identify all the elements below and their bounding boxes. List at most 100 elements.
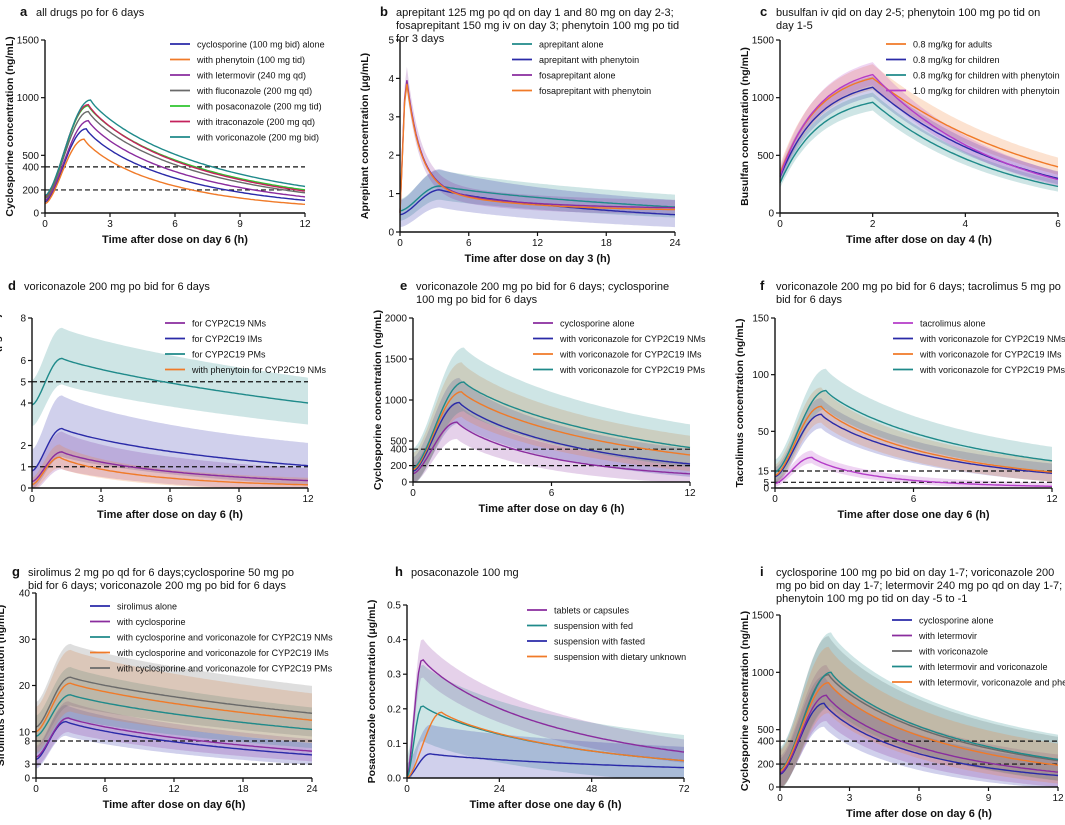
series-line xyxy=(35,676,313,728)
y-tick-label: 10 xyxy=(19,727,31,738)
ci-band xyxy=(780,646,1058,787)
x-tick-label: 12 xyxy=(1046,494,1058,505)
y-tick-label: 1500 xyxy=(752,36,775,47)
panel-letter: e xyxy=(400,278,407,293)
y-axis-title: Aprepitant concentration (μg/mL) xyxy=(359,53,371,219)
panel-letter: i xyxy=(760,564,764,579)
y-tick-label: 15 xyxy=(758,467,770,478)
series-line xyxy=(399,83,676,213)
series-line xyxy=(779,101,1059,188)
legend-label: 0.8 mg/kg for adults xyxy=(913,40,993,50)
y-tick-label: 4 xyxy=(20,399,26,410)
y-tick-label: 4 xyxy=(388,74,394,85)
panel-title-line: bid for 6 days xyxy=(776,294,843,306)
legend-label: 0.8 mg/kg for children with phenytoin xyxy=(913,71,1060,81)
ci-band xyxy=(413,362,690,482)
y-tick-label: 0.3 xyxy=(387,670,401,681)
legend-label: with posaconazole (200 mg tid) xyxy=(196,102,322,112)
x-axis-title: Time after dose on day 6 (h) xyxy=(102,234,248,246)
legend-label: cyclosporine alone xyxy=(919,616,994,626)
series-line xyxy=(774,405,1053,477)
y-tick-label: 0.0 xyxy=(387,774,401,785)
panel-letter: b xyxy=(380,4,388,19)
y-tick-label: 1 xyxy=(20,462,26,473)
x-tick-label: 6 xyxy=(466,238,472,249)
y-tick-label: 3 xyxy=(388,112,394,123)
series-line xyxy=(44,119,306,201)
x-tick-label: 0 xyxy=(33,784,39,795)
legend-label: with voriconazole for CYP2C19 IMs xyxy=(919,350,1062,360)
y-tick-label: 0 xyxy=(33,209,39,220)
panel-title-line: mg po bid on day 1-7; letermovir 240 mg … xyxy=(776,580,1062,592)
legend-label: with voriconazole for CYP2C19 NMs xyxy=(559,334,706,344)
x-tick-label: 3 xyxy=(98,494,104,505)
legend-label: suspension with fed xyxy=(554,621,633,631)
series-line xyxy=(44,128,306,203)
y-tick-label: 500 xyxy=(22,151,39,162)
ci-band xyxy=(780,64,1058,182)
y-tick-label: 0.4 xyxy=(387,635,401,646)
legend-label: with voriconazole for CYP2C19 PMs xyxy=(559,365,706,375)
legend-label: with fluconazole (200 mg qd) xyxy=(196,86,312,96)
y-tick-label: 1500 xyxy=(385,355,408,366)
x-tick-label: 12 xyxy=(532,238,544,249)
y-axis-title: Cyclosporine concentration (ng/mL) xyxy=(4,36,16,216)
legend-label: cyclosporine (100 mg bid) alone xyxy=(197,40,325,50)
legend-label: with cyclosporine and voriconazole for C… xyxy=(116,648,329,658)
series-line xyxy=(779,681,1059,772)
x-tick-label: 24 xyxy=(494,784,506,795)
x-tick-label: 0 xyxy=(777,793,783,804)
series-line xyxy=(406,711,685,779)
y-tick-label: 5 xyxy=(20,377,26,388)
panel-i: i cyclosporine 100 mg po bid on day 1-7; … xyxy=(739,564,1065,820)
y-axis-title: Tacrolimus concentration (ng/mL) xyxy=(734,319,746,488)
y-tick-label: 2000 xyxy=(385,314,408,325)
y-tick-label: 8 xyxy=(24,737,30,748)
x-tick-label: 12 xyxy=(302,494,314,505)
y-tick-label: 1000 xyxy=(385,396,408,407)
x-tick-label: 6 xyxy=(1055,219,1061,230)
legend-label: cyclosporine alone xyxy=(560,319,635,329)
y-tick-label: 200 xyxy=(22,185,39,196)
x-axis-title: Time after dose on day 6(h) xyxy=(103,799,246,811)
x-tick-label: 6 xyxy=(102,784,108,795)
series-line xyxy=(31,427,309,472)
y-axis-title: Cyclosporine concentration (ng/mL) xyxy=(739,611,751,791)
series-line xyxy=(779,671,1059,771)
series-line xyxy=(35,694,313,738)
y-tick-label: 1 xyxy=(388,189,394,200)
x-axis-title: Time after dose on day 6 (h) xyxy=(846,808,992,820)
x-tick-label: 72 xyxy=(678,784,690,795)
y-tick-label: 6 xyxy=(20,356,26,367)
y-axis-title: Voriconazole concentration (μg/mL) xyxy=(0,314,3,492)
y-tick-label: 0 xyxy=(763,484,769,495)
legend-label: tacrolimus alone xyxy=(920,319,986,329)
y-tick-label: 5 xyxy=(388,36,394,47)
ci-band xyxy=(32,431,308,488)
x-tick-label: 6 xyxy=(172,219,178,230)
panel-title-line: aprepitant 125 mg po qd on day 1 and 80 … xyxy=(396,7,674,19)
y-tick-label: 150 xyxy=(752,314,769,325)
panel-title-line: voriconazole 200 mg po bid for 6 days xyxy=(24,281,210,293)
legend-label: with voriconazole xyxy=(918,647,988,657)
y-tick-label: 1000 xyxy=(17,93,40,104)
panel-title-line: day 1-5 xyxy=(776,20,813,32)
ci-band xyxy=(780,92,1058,192)
x-tick-label: 9 xyxy=(236,494,242,505)
panel-title-line: busulfan iv qid on day 2-5; phenytoin 10… xyxy=(776,7,1040,19)
y-tick-label: 400 xyxy=(757,737,774,748)
x-tick-label: 18 xyxy=(601,238,613,249)
legend-label: fosaprepitant with phenytoin xyxy=(539,86,651,96)
y-tick-label: 1000 xyxy=(752,668,775,679)
ci-band xyxy=(413,347,690,482)
series-line xyxy=(412,381,691,469)
x-tick-label: 4 xyxy=(963,219,969,230)
legend-label: tablets or capsules xyxy=(554,606,630,616)
series-line xyxy=(44,138,306,205)
y-tick-label: 500 xyxy=(757,725,774,736)
panel-letter: g xyxy=(12,564,20,579)
legend-label: with cyclosporine and voriconazole for C… xyxy=(116,633,333,643)
ci-band xyxy=(407,639,684,778)
x-tick-label: 0 xyxy=(410,488,416,499)
